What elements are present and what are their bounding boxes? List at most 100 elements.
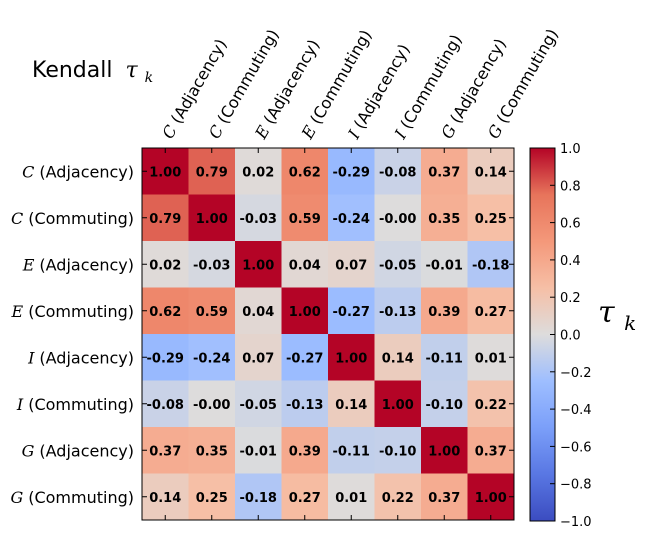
cell-value-label: 0.02 [149,258,181,273]
cell-value-label: 0.02 [242,165,274,180]
cell-value-label: -0.11 [333,444,370,459]
heatmap-cell [467,380,515,428]
row-label: C (Commuting) [11,209,134,228]
heatmap-cell [328,148,375,195]
cell-value-label: 0.37 [149,444,181,459]
cell-value-label: -0.05 [240,398,277,413]
heatmap-cell [281,473,329,521]
heatmap-cell [421,473,468,521]
heatmap-cell [235,194,282,242]
colorbar-title: τ k [598,295,636,335]
colorbar-ticks: 1.0 0.8 0.6 0.4 0.2 0.0 −0.2 −0.4 −0.6 −0.8 −1.0 [550,142,592,530]
cell-value-label: 0.39 [428,305,460,320]
cell-value-label: 0.14 [475,165,507,180]
colorbar-tick-label: 0.8 [560,179,581,194]
heatmap-cell [374,241,422,288]
heatmap-cell [235,334,282,381]
cell-value-label: 0.14 [335,398,367,413]
heatmap-cells [142,148,515,521]
cell-value-label: -0.01 [240,444,277,459]
heatmap-cell [188,473,236,521]
heatmap-cell [142,241,189,288]
cell-value-label: 0.25 [475,212,507,227]
cell-value-label: 0.35 [196,444,228,459]
row-label: E (Adjacency) [22,255,134,274]
cell-value-label: 0.04 [289,258,321,273]
cell-value-label: 0.14 [382,351,414,366]
cell-value-label: 0.79 [149,212,181,227]
colorbar-title-subscript: k [624,311,636,335]
cell-value-label: -0.29 [333,165,370,180]
cell-value-label: -0.13 [286,398,323,413]
cell-value-label: -0.05 [379,258,416,273]
heatmap-cell [328,287,375,335]
colorbar-tick-label: 0.4 [560,254,581,269]
heatmap-cell [142,334,189,381]
colorbar-tick-label: −0.2 [560,366,592,381]
heatmap-cell [142,287,189,335]
row-label: G (Adjacency) [22,441,134,460]
heatmap-cell [235,380,282,428]
cell-value-label: -0.03 [240,212,277,227]
heatmap-cell [142,427,189,474]
cell-value-label: 1.00 [196,212,228,227]
cell-value-label: 1.00 [149,165,181,180]
heatmap-cell [374,334,422,381]
chart-title: Kendall τ k [32,58,153,86]
heatmap-cell [235,148,282,195]
heatmap-cell [467,287,515,335]
heatmap-cell [188,148,236,195]
cell-value-label: 0.07 [335,258,367,273]
heatmap-cell [235,473,282,521]
heatmap-cell [188,194,236,242]
cell-value-label: -0.27 [333,305,370,320]
cell-value-label: 0.27 [475,305,507,320]
heatmap-cell [281,380,329,428]
heatmap-cell [421,194,468,242]
cell-value-label: -0.10 [379,444,416,459]
axis-ticks [142,148,514,520]
heatmap-cell [467,334,515,381]
heatmap-cell [188,334,236,381]
heatmap-cell [281,194,329,242]
cell-value-label: -0.29 [147,351,184,366]
heatmap-cell [328,334,375,381]
heatmap-cell [374,148,422,195]
heatmap-cell [188,287,236,335]
cell-value-label: 0.22 [382,491,414,506]
row-label: G (Commuting) [10,488,134,507]
heatmap-cell [281,148,329,195]
heatmap-cell [421,148,468,195]
cell-value-label: 0.79 [196,165,228,180]
cell-value-label: -0.00 [379,212,416,227]
cell-value-label: -0.08 [147,398,184,413]
row-label: I (Adjacency) [27,348,134,367]
heatmap-cell [467,427,515,474]
heatmap-cell [188,241,236,288]
cell-value-label: 0.01 [335,491,367,506]
heatmap-cell [374,194,422,242]
heatmap-cell [328,473,375,521]
heatmap-cell [374,287,422,335]
heatmap-cell [281,427,329,474]
cell-value-label: 0.62 [149,305,181,320]
colorbar-tick-label: 0.6 [560,217,581,232]
colorbar-tick-label: −0.4 [560,403,592,418]
heatmap-cell [142,194,189,242]
cell-value-label: 0.04 [242,305,274,320]
heatmap-cell [421,427,468,474]
cell-value-label: -0.01 [426,258,463,273]
cell-value-label: 0.37 [428,491,460,506]
heatmap-cell [374,427,422,474]
cell-value-label: -0.08 [379,165,416,180]
cell-value-label: 1.00 [428,444,460,459]
heatmap-cell-labels: 1.00 0.79 0.02 0.62 -0.29 -0.08 0.37 0.14 0.79 1.… [147,165,510,506]
heatmap-cell [421,380,468,428]
column-label: C(Adjacency) [158,36,230,142]
colorbar-tick-label: −0.8 [560,478,592,493]
heatmap-cell [142,380,189,428]
cell-value-label: 0.39 [289,444,321,459]
row-label: I (Commuting) [16,395,134,414]
heatmap-cell [421,334,468,381]
